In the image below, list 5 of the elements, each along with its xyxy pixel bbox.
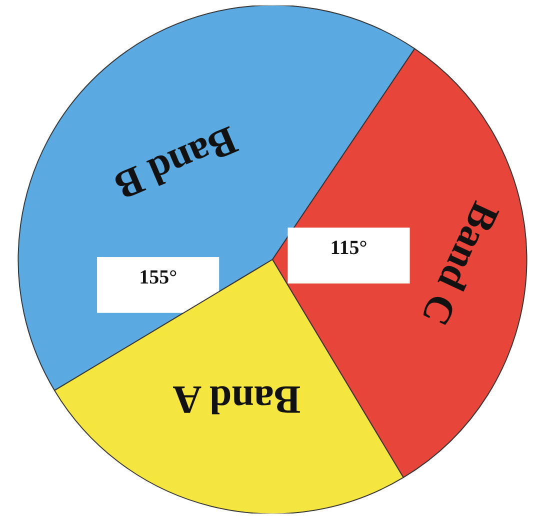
slice-label: Band B <box>108 118 244 209</box>
slice-label: Band A <box>172 377 301 422</box>
data-label: 155° <box>139 266 178 288</box>
slice-label: Band C <box>412 196 508 333</box>
data-label: 115° <box>330 236 368 259</box>
